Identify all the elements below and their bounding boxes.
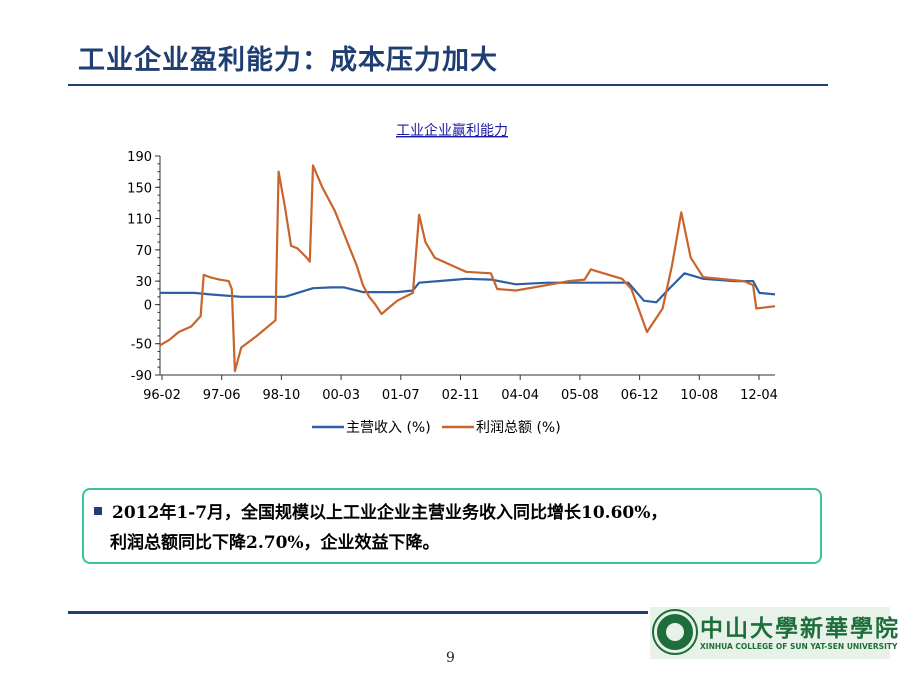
x-tick-label: 05-08 [561, 388, 599, 403]
summary-line-2: 利润总额同比下降2.70%，企业效益下降。 [110, 533, 440, 553]
y-tick-label: 0 [144, 299, 152, 314]
legend-label-revenue: 主营收入 (%) [346, 420, 431, 436]
y-axis: 190 150 110 70 30 0 -50 -90 [127, 150, 161, 384]
y-tick-label: 110 [127, 213, 152, 228]
x-axis: 96-02 97-06 98-10 00-03 01-07 02-11 04-04 05-08… [143, 374, 778, 403]
x-tick-label: 12-04 [740, 388, 778, 403]
y-tick-label: 150 [127, 181, 152, 196]
x-tick-label: 06-12 [621, 388, 659, 403]
footer-divider [68, 611, 648, 614]
summary-callout: 2012年1-7月，全国规模以上工业企业主营业务收入同比增长10.60%， 利润… [82, 488, 822, 564]
summary-line-1: 2012年1-7月，全国规模以上工业企业主营业务收入同比增长10.60%， [112, 503, 668, 523]
university-logo: 中山大學新華學院 XINHUA COLLEGE OF SUN YAT-SEN U… [650, 607, 898, 659]
bullet-icon [94, 507, 102, 515]
x-tick-label: 04-04 [501, 388, 539, 403]
summary-text: 2012年1-7月，全国规模以上工业企业主营业务收入同比增长10.60%， 利润… [110, 498, 812, 558]
chart-title: 工业企业赢利能力 [396, 122, 508, 139]
page-number: 9 [446, 650, 455, 666]
y-tick-label: 70 [135, 244, 152, 259]
x-tick-label: 98-10 [263, 388, 301, 403]
x-tick-label: 02-11 [442, 388, 480, 403]
x-tick-label: 97-06 [203, 388, 241, 403]
university-seal-icon [652, 609, 698, 655]
x-tick-label: 96-02 [143, 388, 181, 403]
y-tick-label: -50 [131, 338, 152, 353]
series-line-revenue [160, 272, 776, 304]
profitability-chart: 工业企业赢利能力 190 150 110 70 30 0 -50 -90 96-02 97-06… [127, 122, 778, 436]
x-tick-label: 10-08 [680, 388, 718, 403]
plot-lines [159, 164, 776, 373]
chart-legend: 主营收入 (%) 利润总额 (%) [312, 420, 561, 436]
legend-label-profit: 利润总额 (%) [476, 420, 561, 436]
title-divider [68, 84, 828, 86]
logo-name-cn: 中山大學新華學院 [700, 616, 900, 642]
x-tick-label: 00-03 [322, 388, 360, 403]
x-tick-label: 01-07 [382, 388, 420, 403]
y-tick-label: 30 [135, 275, 152, 290]
series-line-profit [159, 164, 776, 373]
slide-title: 工业企业盈利能力：成本压力加大 [78, 45, 498, 76]
y-tick-label: -90 [131, 369, 152, 384]
y-tick-label: 190 [127, 150, 152, 165]
logo-name-en: XINHUA COLLEGE OF SUN YAT-SEN UNIVERSITY [700, 642, 898, 651]
